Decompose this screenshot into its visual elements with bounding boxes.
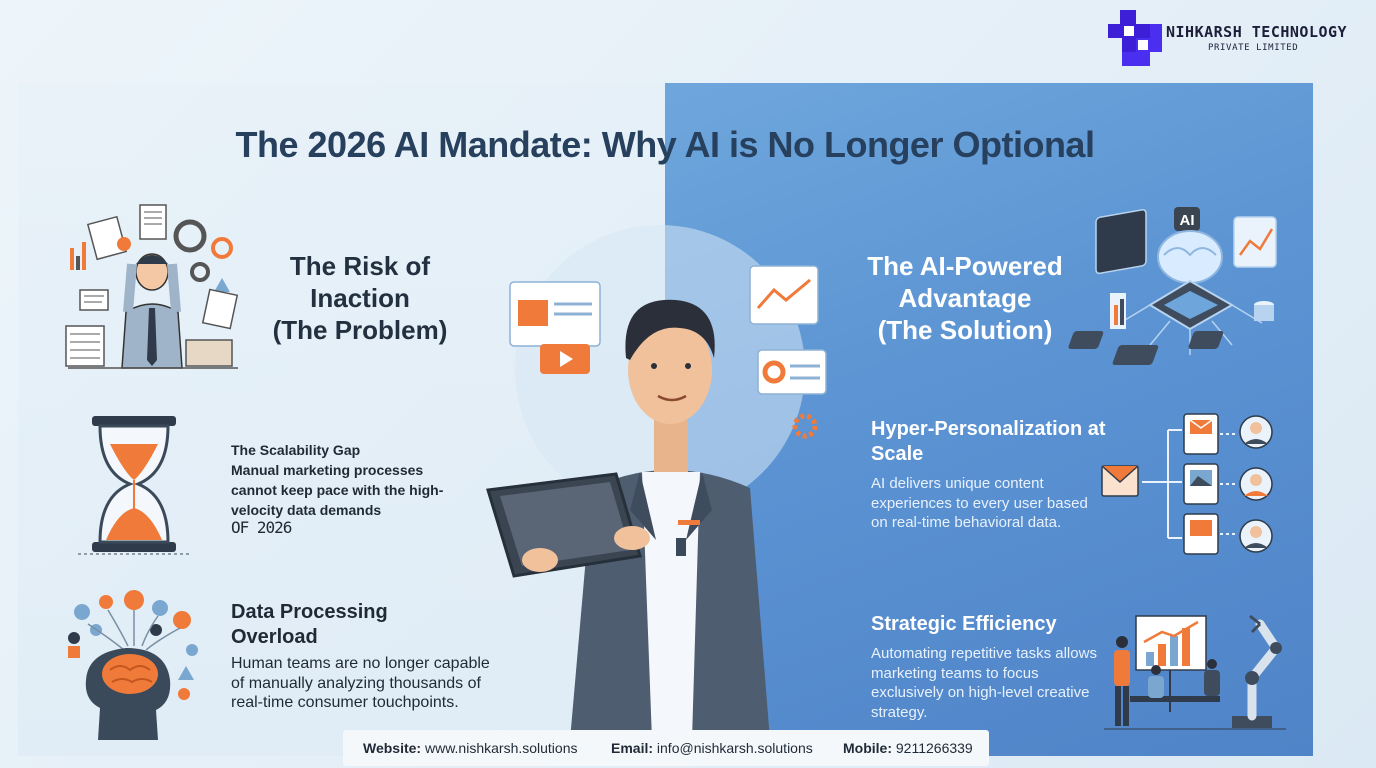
professional-with-tablet-illustration xyxy=(486,225,827,740)
problem-heading-line2: Inaction xyxy=(310,283,410,313)
solution-heading-line3: (The Solution) xyxy=(877,315,1053,345)
scalability-gap-tail: OF 2026 xyxy=(231,518,292,537)
logo-mark-icon xyxy=(1108,10,1162,66)
brand-name: NIHKARSH TECHNOLOGY xyxy=(1166,23,1348,41)
ai-chip-icon: AI xyxy=(1068,207,1277,365)
ai-chip-label: AI xyxy=(1180,212,1195,229)
solution-heading: The AI-Powered Advantage (The Solution) xyxy=(845,250,1085,346)
mobile-label: Mobile: xyxy=(843,740,892,756)
problem-heading: The Risk of Inaction (The Problem) xyxy=(240,250,480,346)
solution-heading-line1: The AI-Powered xyxy=(867,251,1063,281)
mobile-number[interactable]: 9211266339 xyxy=(895,740,973,756)
scalability-gap-body: Manual marketing processes cannot keep p… xyxy=(231,462,444,518)
email-label: Email: xyxy=(611,740,654,756)
team-and-robot-icon xyxy=(1104,614,1286,730)
scalability-gap-title: The Scalability Gap xyxy=(231,442,361,458)
problem-heading-line1: The Risk of xyxy=(289,251,431,281)
page-title: The 2026 AI Mandate: Why AI is No Longer… xyxy=(235,124,1095,165)
website-link[interactable]: www.nishkarsh.solutions xyxy=(424,740,578,756)
website-label: Website: xyxy=(363,740,422,756)
data-overload-body: Human teams are no longer capable of man… xyxy=(231,655,490,711)
email-link[interactable]: info@nishkarsh.solutions xyxy=(656,740,813,756)
company-logo: NIHKARSH TECHNOLOGY PRIVATE LIMITED xyxy=(1106,8,1356,68)
email-contact[interactable]: Email: info@nishkarsh.solutions xyxy=(611,740,813,756)
contact-footer: Website: www.nishkarsh.solutions Email: … xyxy=(343,730,989,766)
data-overload-title: Data Processing Overload xyxy=(231,601,388,648)
hourglass-icon xyxy=(78,416,190,555)
problem-heading-line3: (The Problem) xyxy=(272,315,448,345)
personalization-title: Hyper-Personalization at Scale xyxy=(871,418,1106,465)
website-contact[interactable]: Website: www.nishkarsh.solutions xyxy=(363,740,578,756)
efficiency-body: Automating repetitive tasks allows marke… xyxy=(871,645,1097,721)
stressed-worker-icon xyxy=(65,204,239,369)
personalization-network-icon xyxy=(1101,413,1273,555)
personalization-body: AI delivers unique content experiences t… xyxy=(871,475,1088,531)
brain-network-icon xyxy=(68,590,198,740)
solution-heading-line2: Advantage xyxy=(898,283,1032,313)
efficiency-title: Strategic Efficiency xyxy=(871,613,1057,635)
brand-subtitle: PRIVATE LIMITED xyxy=(1208,43,1299,53)
mobile-contact[interactable]: Mobile: 9211266339 xyxy=(843,740,973,756)
